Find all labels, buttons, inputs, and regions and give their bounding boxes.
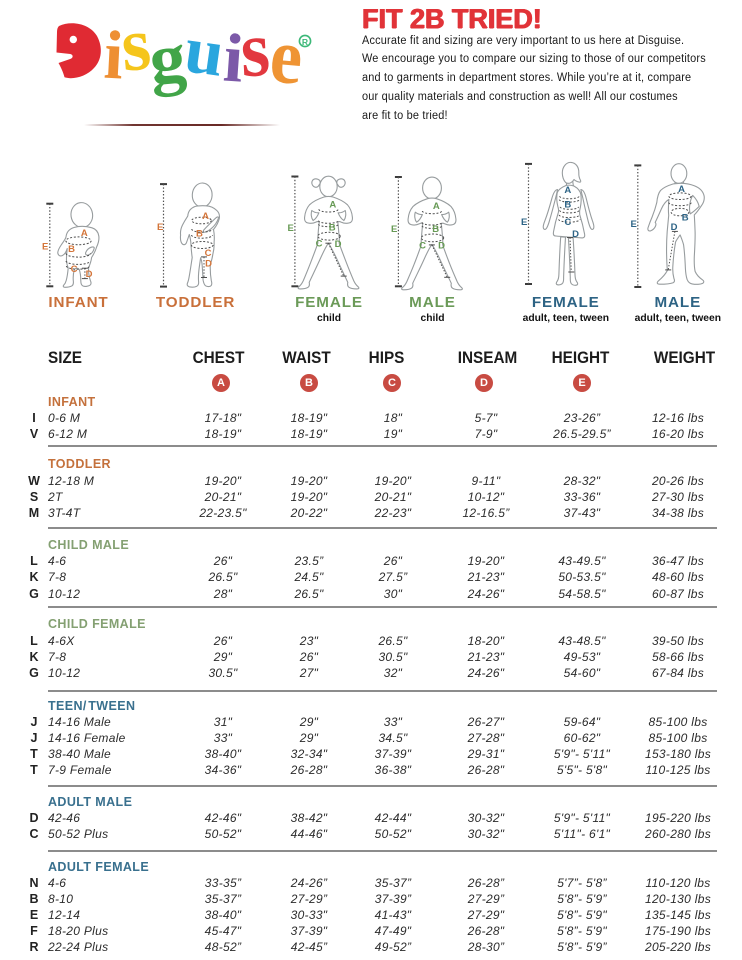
svg-text:E: E xyxy=(42,242,48,253)
svg-text:A: A xyxy=(433,201,440,212)
svg-text:C: C xyxy=(316,239,323,250)
svg-text:B: B xyxy=(682,212,689,223)
svg-text:E: E xyxy=(521,217,527,228)
svg-text:D: D xyxy=(572,229,579,240)
svg-text:E: E xyxy=(631,219,637,230)
svg-text:B: B xyxy=(68,244,75,255)
svg-text:D: D xyxy=(205,259,212,270)
svg-text:D: D xyxy=(671,222,678,233)
svg-text:B: B xyxy=(329,222,336,233)
svg-text:C: C xyxy=(71,264,78,275)
svg-text:A: A xyxy=(81,228,88,239)
svg-text:C: C xyxy=(419,240,426,251)
svg-text:E: E xyxy=(391,224,397,235)
svg-text:D: D xyxy=(438,241,445,252)
svg-text:C: C xyxy=(205,248,212,259)
svg-text:A: A xyxy=(678,184,685,195)
svg-text:g: g xyxy=(146,19,189,99)
svg-text:e: e xyxy=(267,12,306,101)
svg-text:s: s xyxy=(238,6,272,94)
svg-text:E: E xyxy=(288,223,294,234)
svg-text:A: A xyxy=(564,185,571,196)
svg-text:A: A xyxy=(202,211,209,222)
svg-text:E: E xyxy=(157,222,163,233)
svg-text:C: C xyxy=(564,217,571,228)
svg-text:D: D xyxy=(335,239,342,250)
svg-text:A: A xyxy=(329,199,336,210)
svg-text:i: i xyxy=(102,17,125,94)
svg-text:B: B xyxy=(196,229,203,240)
svg-text:R: R xyxy=(302,37,309,47)
svg-text:B: B xyxy=(564,200,571,211)
svg-text:B: B xyxy=(432,224,439,235)
svg-text:D: D xyxy=(86,269,93,280)
